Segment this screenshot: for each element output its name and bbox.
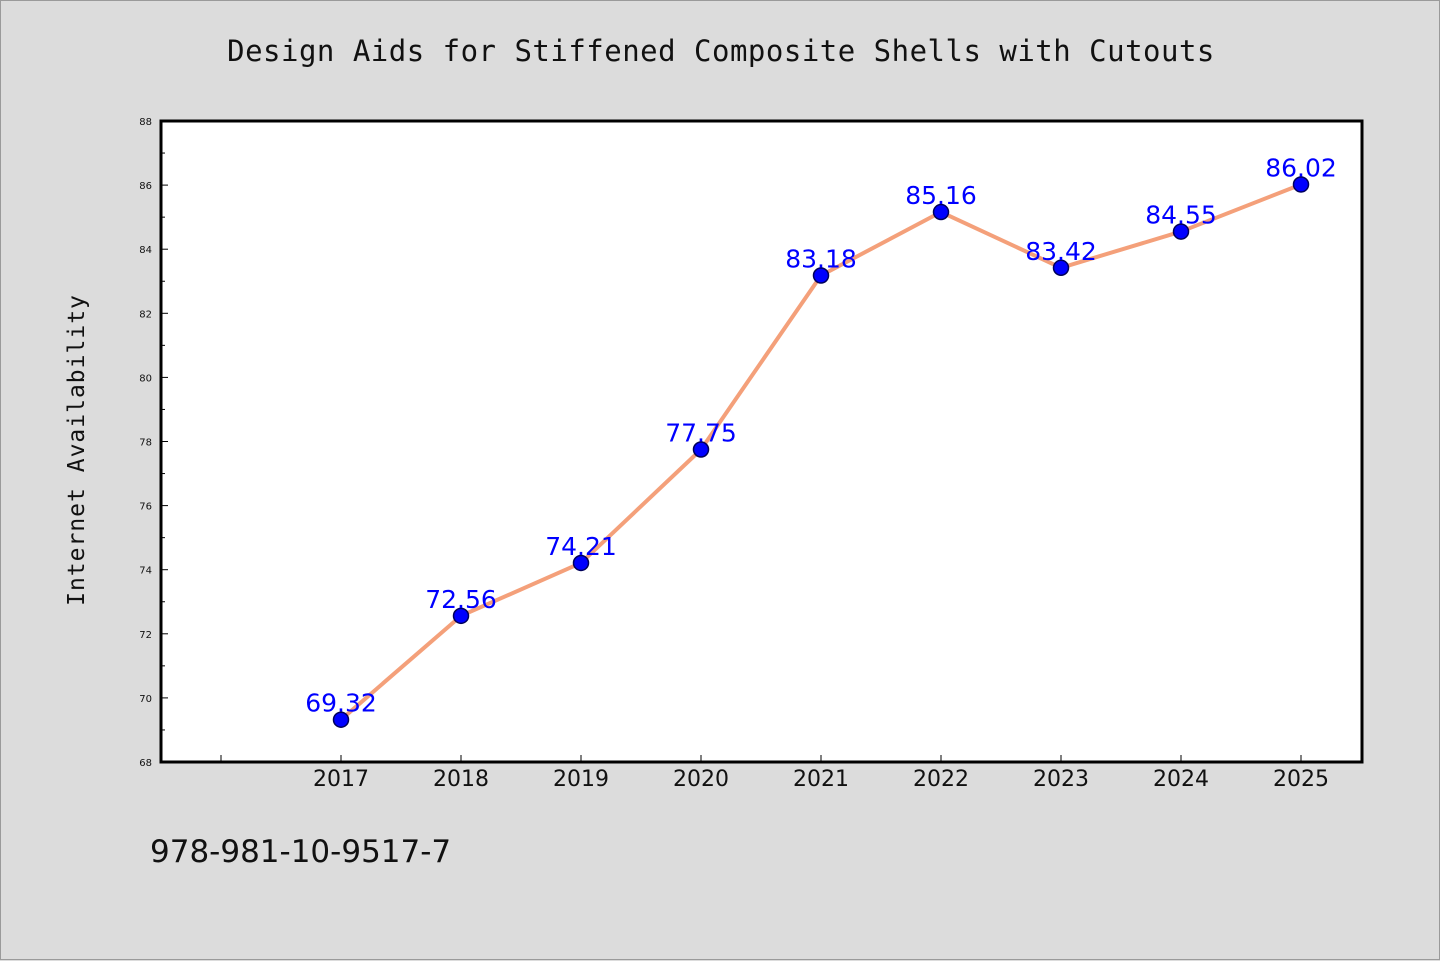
y-tick-label: 68: [139, 758, 152, 769]
plot-area: [159, 119, 1364, 764]
data-label: 74.21: [545, 532, 617, 561]
x-tick-label: 2023: [1033, 767, 1089, 792]
x-tick-label: 2022: [913, 767, 969, 792]
y-tick-label: 72: [139, 630, 152, 641]
footer-code: 978-981-10-9517-7: [150, 834, 452, 870]
y-tick-label: 78: [139, 438, 152, 449]
y-tick-label: 80: [139, 373, 152, 384]
x-tick-label: 2021: [793, 767, 849, 792]
data-label: 86.02: [1265, 153, 1337, 182]
y-tick-label: 74: [139, 566, 152, 577]
y-tick-label: 88: [139, 117, 152, 128]
data-label: 83.42: [1025, 237, 1097, 266]
data-label: 83.18: [785, 244, 857, 273]
data-point: [1172, 223, 1190, 240]
data-label: 77.75: [665, 419, 737, 448]
data-point: [932, 203, 950, 221]
y-tick-label: 76: [139, 502, 152, 513]
data-label: 84.55: [1145, 201, 1217, 230]
x-tick-label: 2019: [553, 767, 609, 792]
data-point: [1052, 259, 1070, 277]
data-label: 85.16: [905, 181, 977, 210]
data-point: [812, 267, 830, 284]
data-point: [332, 711, 350, 728]
x-tick-label: 2018: [433, 767, 489, 792]
y-tick-label: 86: [139, 181, 152, 192]
chart-title: Design Aids for Stiffened Composite Shel…: [227, 34, 1215, 68]
series-markers: [332, 176, 1310, 728]
x-tick-label: 2025: [1273, 767, 1329, 792]
data-point: [1292, 176, 1310, 193]
x-axis: 2017 2018 2019 2020 2021 2022 2023 2024 2025: [220, 755, 1329, 792]
data-label: 72.56: [425, 585, 497, 614]
x-tick-label: 2020: [673, 767, 729, 792]
data-label: 69.32: [305, 689, 377, 718]
y-tick-label: 82: [139, 309, 152, 320]
y-tick-label: 84: [139, 245, 152, 256]
data-labels: 69.32 72.56 74.21 77.75 83.18 85.16 83.42 84.55…: [305, 153, 1337, 717]
data-point: [572, 554, 590, 572]
x-tick-label: 2017: [313, 767, 369, 792]
data-point: [692, 441, 710, 458]
data-point: [452, 607, 470, 625]
x-tick-label: 2024: [1153, 767, 1209, 792]
y-tick-label: 70: [139, 694, 152, 705]
y-axis: 68 70 72 74 76 78 80 82 84 86 88: [139, 117, 168, 769]
